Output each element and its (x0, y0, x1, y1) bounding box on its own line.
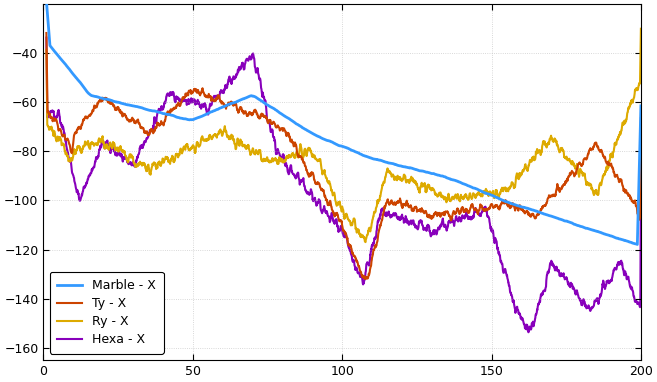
Marble - X (633, 242, 641, 247)
Hexa - X (637, 188, 645, 192)
Hexa - X (510, 305, 518, 309)
Ry - X (332, 199, 340, 203)
Marble - X (620, 238, 627, 242)
Line: Ry - X: Ry - X (47, 29, 641, 242)
Ry - X (511, 185, 519, 190)
Line: Hexa - X: Hexa - X (47, 37, 641, 332)
Ry - X (620, 120, 627, 124)
Ty - X (637, 116, 645, 120)
Marble - X (620, 238, 627, 242)
Ty - X (73, 128, 81, 133)
Ry - X (637, 26, 645, 31)
Hexa - X (620, 270, 627, 274)
Ry - X (73, 147, 81, 152)
Hexa - X (316, 199, 324, 204)
Legend: Marble - X, Ty - X, Ry - X, Hexa - X: Marble - X, Ty - X, Ry - X, Hexa - X (50, 272, 164, 354)
Ty - X (620, 189, 627, 193)
Ty - X (316, 183, 324, 188)
Ty - X (361, 277, 369, 281)
Ty - X (332, 213, 340, 217)
Ty - X (620, 188, 628, 192)
Ty - X (511, 206, 519, 211)
Marble - X (332, 142, 340, 146)
Ry - X (43, 48, 51, 52)
Ry - X (620, 120, 628, 124)
Line: Marble - X: Marble - X (47, 1, 641, 244)
Ry - X (316, 157, 324, 162)
Ty - X (43, 31, 51, 35)
Hexa - X (524, 330, 532, 335)
Line: Ty - X: Ty - X (47, 33, 641, 279)
Marble - X (43, 0, 51, 3)
Marble - X (510, 202, 518, 207)
Marble - X (73, 76, 81, 81)
Marble - X (316, 134, 324, 139)
Hexa - X (332, 217, 340, 222)
Ry - X (361, 240, 369, 244)
Marble - X (637, 104, 645, 108)
Hexa - X (43, 35, 51, 40)
Hexa - X (620, 272, 628, 276)
Hexa - X (73, 190, 81, 194)
